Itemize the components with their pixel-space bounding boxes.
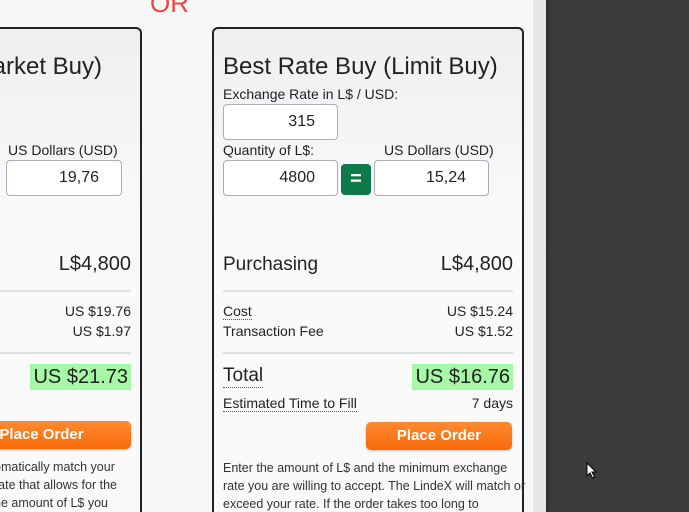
total-label: Total <box>223 365 264 388</box>
limit-usd-input[interactable]: 15,24 <box>374 160 489 196</box>
market-usd-label: US Dollars (USD) <box>8 142 118 158</box>
divider <box>223 290 513 292</box>
limit-fee-value: US $1.52 <box>454 323 513 339</box>
market-usd-input[interactable]: 19,76 <box>6 160 122 196</box>
divider <box>0 352 131 354</box>
market-place-order-button[interactable]: Place Order <box>0 421 131 449</box>
quantity-label: Quantity of L$: <box>223 142 315 158</box>
page: OR arket Buy) US Dollars (USD) 19,76 L$4… <box>0 0 533 512</box>
scrollbar-track[interactable] <box>533 0 546 512</box>
desc-line: he amount of L$ you <box>0 496 108 510</box>
rate-label: Exchange Rate in L$ / USD: <box>223 86 399 102</box>
mouse-cursor-icon <box>586 462 598 479</box>
quantity-input[interactable]: 4800 <box>223 160 338 196</box>
market-purchasing-value: L$4,800 <box>58 253 131 275</box>
cost-label: Cost <box>223 303 252 320</box>
limit-usd-label: US Dollars (USD) <box>384 142 494 158</box>
divider <box>0 290 131 292</box>
limit-cost-value: US $15.24 <box>446 303 513 319</box>
desc-line: rate that allows for the <box>0 478 117 492</box>
or-separator: OR <box>150 0 189 18</box>
market-total-value: US $21.73 <box>30 364 131 390</box>
limit-place-order-button[interactable]: Place Order <box>366 422 512 450</box>
limit-total-value: US $16.76 <box>412 364 513 390</box>
market-title: arket Buy) <box>0 53 102 80</box>
market-buy-card: arket Buy) US Dollars (USD) 19,76 L$4,80… <box>0 27 142 512</box>
limit-buy-card: Best Rate Buy (Limit Buy) Exchange Rate … <box>212 27 525 512</box>
desc-line: Enter the amount of L$ and the minimum e… <box>223 461 508 475</box>
equals-button[interactable]: = <box>341 164 371 195</box>
rate-input[interactable]: 315 <box>223 104 338 140</box>
limit-description: Enter the amount of L$ and the minimum e… <box>223 459 525 512</box>
market-cost-value: US $19.76 <box>64 303 131 319</box>
desc-line: exceed your rate. If the order takes too… <box>223 497 479 511</box>
eta-value: 7 days <box>471 395 513 411</box>
market-description: omatically match your rate that allows f… <box>0 458 117 512</box>
market-fee-value: US $1.97 <box>72 323 131 339</box>
panel-edge <box>546 0 552 512</box>
divider <box>223 352 513 354</box>
purchasing-label: Purchasing <box>223 254 319 275</box>
desc-line: omatically match your <box>0 460 115 474</box>
eta-label: Estimated Time to Fill <box>223 395 357 412</box>
limit-purchasing-value: L$4,800 <box>440 253 513 275</box>
fee-label: Transaction Fee <box>223 323 324 339</box>
limit-title: Best Rate Buy (Limit Buy) <box>223 53 498 80</box>
desc-line: rate you are willing to accept. The Lind… <box>223 479 526 493</box>
